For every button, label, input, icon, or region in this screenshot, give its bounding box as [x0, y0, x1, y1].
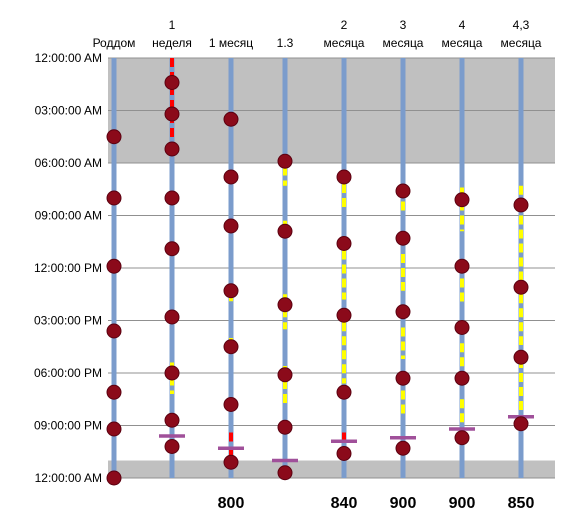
feed-point — [223, 283, 239, 299]
column-total: 800 — [218, 495, 245, 512]
feed-point — [277, 367, 293, 383]
feed-point — [336, 169, 352, 185]
timeline-column — [508, 58, 534, 478]
feed-point — [336, 446, 352, 461]
timeline-column — [331, 58, 357, 478]
feed-point — [164, 75, 180, 90]
shaded-band — [108, 460, 555, 478]
y-tick-label: 09:00:00 AM — [35, 209, 102, 223]
column-header-label: 1 месяц — [209, 36, 253, 50]
feed-point — [106, 384, 122, 400]
y-tick-label: 09:00:00 PM — [34, 419, 102, 433]
feed-point — [513, 349, 529, 365]
timeline-columns — [106, 58, 534, 486]
feed-point — [223, 454, 239, 470]
feed-point — [454, 192, 470, 208]
y-tick-label: 12:00:00 PM — [34, 261, 102, 275]
feed-point — [106, 258, 122, 274]
feed-point — [336, 384, 352, 400]
feed-point — [454, 370, 470, 386]
timeline-column — [272, 58, 298, 481]
column-header-label: 1.3 — [277, 36, 294, 50]
feed-point — [395, 370, 411, 386]
feed-point — [164, 439, 180, 454]
y-axis-ticks: 12:00:00 AM 03:00:00 AM 06:00:00 AM 09:00:0… — [34, 51, 102, 485]
y-tick-label: 12:00:00 AM — [35, 51, 102, 65]
feed-point — [454, 430, 470, 446]
feed-point — [395, 304, 411, 320]
timeline-column — [159, 58, 185, 478]
feed-point — [106, 421, 122, 437]
feed-point — [513, 279, 529, 295]
feed-point — [454, 320, 470, 335]
feed-point — [164, 190, 180, 206]
feed-point — [164, 309, 180, 325]
feed-point — [223, 169, 239, 185]
column-total: 850 — [508, 495, 535, 512]
feed-point — [223, 397, 239, 412]
timeline-column — [218, 58, 244, 478]
feed-point — [106, 190, 122, 206]
column-header-label: неделя — [152, 36, 192, 50]
column-header-label: месяца — [324, 36, 365, 50]
feed-point — [395, 440, 411, 456]
feed-point — [277, 223, 293, 239]
feed-point — [164, 106, 180, 122]
feed-point — [106, 470, 122, 486]
feed-point — [106, 129, 122, 145]
feed-point — [336, 307, 352, 323]
column-total: 840 — [331, 495, 358, 512]
feed-point — [223, 111, 239, 127]
feed-point — [277, 297, 293, 313]
feed-point — [164, 241, 180, 257]
column-headers: Роддом 1 неделя 1 месяц 1.3 2 месяца 3 месяца 4 ме… — [93, 18, 542, 50]
column-header-label: Роддом — [93, 36, 136, 50]
column-header-label: 3 — [400, 18, 407, 32]
column-header-label: месяца — [442, 36, 483, 50]
feed-point — [277, 419, 293, 435]
feed-point — [513, 197, 529, 213]
column-header-label: 1 — [169, 18, 176, 32]
column-header-label: месяца — [383, 36, 424, 50]
column-total: 900 — [390, 495, 417, 512]
feed-point — [223, 339, 239, 355]
y-tick-label: 06:00:00 AM — [35, 156, 102, 170]
feed-point — [395, 183, 411, 199]
y-tick-label: 03:00:00 PM — [34, 314, 102, 328]
y-tick-label: 03:00:00 AM — [35, 104, 102, 118]
column-totals: 800 840 900 900 850 — [218, 495, 535, 512]
timeline-column — [449, 58, 475, 478]
feed-point — [454, 258, 470, 274]
y-tick-label: 06:00:00 PM — [34, 366, 102, 380]
feed-point — [395, 230, 411, 246]
column-header-label: месяца — [501, 36, 542, 50]
column-total: 900 — [449, 495, 476, 512]
feed-point — [164, 365, 180, 381]
column-header-label: 2 — [341, 18, 348, 32]
column-header-label: 4,3 — [513, 18, 530, 32]
gridlines — [108, 57, 555, 479]
column-header-label: 4 — [459, 18, 466, 32]
feed-point — [513, 416, 529, 432]
y-tick-label: 12:00:00 AM — [35, 471, 102, 485]
feed-point — [164, 141, 180, 157]
timeline-column — [106, 58, 122, 486]
feed-point — [106, 323, 122, 339]
feed-point — [164, 412, 180, 428]
feed-point — [336, 236, 352, 251]
feed-point — [277, 465, 293, 481]
feed-point — [277, 153, 293, 169]
feed-point — [223, 218, 239, 234]
timeline-column — [390, 58, 416, 478]
